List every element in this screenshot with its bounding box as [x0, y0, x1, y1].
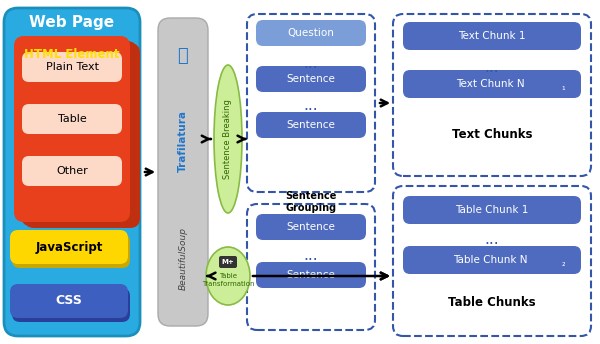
- Text: Sentence: Sentence: [287, 270, 335, 280]
- Text: Table Chunk 1: Table Chunk 1: [455, 205, 529, 215]
- Text: Sentence: Sentence: [287, 222, 335, 232]
- Text: Text Chunk N: Text Chunk N: [455, 79, 524, 89]
- FancyBboxPatch shape: [4, 8, 140, 336]
- Text: CSS: CSS: [56, 294, 82, 308]
- FancyBboxPatch shape: [158, 18, 208, 326]
- FancyBboxPatch shape: [256, 20, 366, 46]
- Text: ···: ···: [485, 65, 499, 79]
- Text: Trafilatura: Trafilatura: [178, 110, 188, 172]
- FancyBboxPatch shape: [393, 14, 591, 176]
- Text: ₂: ₂: [561, 258, 565, 268]
- FancyBboxPatch shape: [10, 230, 128, 264]
- FancyBboxPatch shape: [403, 246, 581, 274]
- Text: Text Chunk 1: Text Chunk 1: [458, 31, 526, 41]
- Text: M+: M+: [221, 259, 235, 265]
- FancyBboxPatch shape: [22, 156, 122, 186]
- FancyBboxPatch shape: [22, 52, 122, 82]
- FancyBboxPatch shape: [14, 36, 130, 222]
- Text: Sentence
Grouping: Sentence Grouping: [286, 191, 337, 213]
- Text: ···: ···: [304, 104, 319, 118]
- FancyBboxPatch shape: [247, 14, 375, 192]
- Text: ···: ···: [304, 254, 319, 269]
- Text: BeautifulSoup: BeautifulSoup: [179, 227, 187, 290]
- FancyBboxPatch shape: [403, 196, 581, 224]
- Ellipse shape: [214, 65, 242, 213]
- FancyBboxPatch shape: [10, 284, 128, 318]
- Text: ₁: ₁: [561, 83, 565, 92]
- FancyBboxPatch shape: [403, 22, 581, 50]
- Text: Sentence Breaking: Sentence Breaking: [223, 99, 233, 179]
- Text: 🐦: 🐦: [178, 47, 188, 65]
- FancyBboxPatch shape: [393, 186, 591, 336]
- Text: HTML Element: HTML Element: [24, 47, 120, 61]
- FancyBboxPatch shape: [403, 70, 581, 98]
- Text: Question: Question: [287, 28, 334, 38]
- FancyBboxPatch shape: [247, 204, 375, 330]
- FancyBboxPatch shape: [12, 234, 130, 268]
- FancyBboxPatch shape: [219, 256, 237, 268]
- Ellipse shape: [206, 247, 250, 305]
- Text: ···: ···: [304, 61, 319, 75]
- Text: Plain Text: Plain Text: [46, 62, 98, 72]
- Text: Table Chunk N: Table Chunk N: [453, 255, 527, 265]
- FancyBboxPatch shape: [256, 262, 366, 288]
- Text: Table: Table: [58, 114, 86, 124]
- Text: Web Page: Web Page: [29, 14, 115, 30]
- Text: Sentence: Sentence: [287, 120, 335, 130]
- FancyBboxPatch shape: [256, 214, 366, 240]
- Text: JavaScript: JavaScript: [35, 240, 103, 254]
- Text: ···: ···: [485, 237, 499, 252]
- Text: Sentence: Sentence: [287, 74, 335, 84]
- FancyBboxPatch shape: [256, 112, 366, 138]
- Text: Table Chunks: Table Chunks: [448, 295, 536, 309]
- FancyBboxPatch shape: [12, 288, 130, 322]
- FancyBboxPatch shape: [22, 104, 122, 134]
- Text: Other: Other: [56, 166, 88, 176]
- FancyBboxPatch shape: [21, 41, 137, 226]
- Text: Text Chunks: Text Chunks: [452, 128, 532, 140]
- FancyBboxPatch shape: [24, 43, 140, 228]
- Text: Table
Transformation: Table Transformation: [202, 273, 254, 287]
- FancyBboxPatch shape: [256, 66, 366, 92]
